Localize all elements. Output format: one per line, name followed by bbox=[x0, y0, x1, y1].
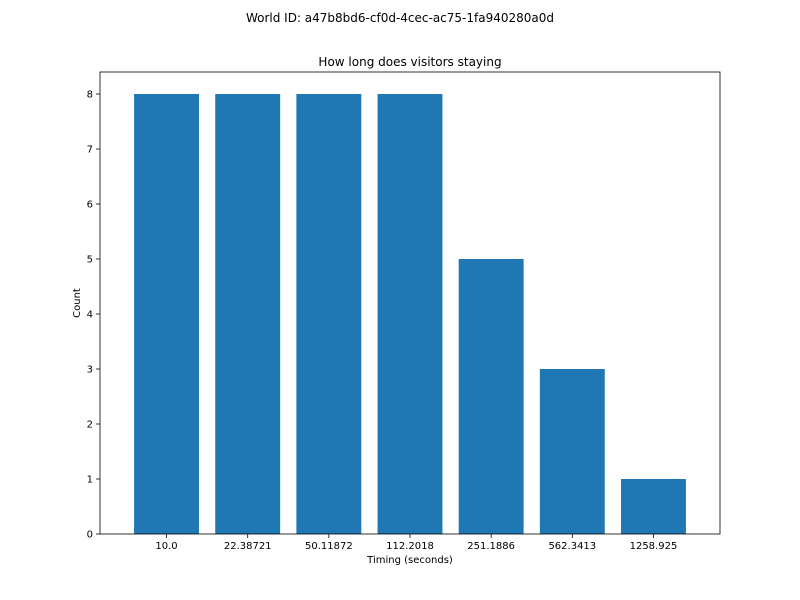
x-tick-label: 251.1886 bbox=[467, 541, 515, 552]
y-tick-label: 6 bbox=[87, 200, 93, 211]
x-tick-label: 562.3413 bbox=[548, 541, 596, 552]
y-tick-label: 2 bbox=[87, 420, 93, 431]
bar-562.3413 bbox=[539, 369, 605, 534]
bar-112.2018 bbox=[377, 94, 443, 534]
y-tick-label: 5 bbox=[87, 255, 93, 266]
y-tick-label: 1 bbox=[87, 475, 93, 486]
y-tick-label: 8 bbox=[87, 90, 93, 101]
y-axis-label: Count bbox=[72, 288, 83, 318]
plot-frame bbox=[99, 71, 721, 535]
figure-suptitle: World ID: a47b8bd6-cf0d-4cec-ac75-1fa940… bbox=[246, 11, 554, 25]
x-axis-label: Timing (seconds) bbox=[366, 555, 453, 566]
y-tick-label: 7 bbox=[87, 145, 93, 156]
x-tick-label: 50.11872 bbox=[305, 541, 353, 552]
x-tick-label: 10.0 bbox=[155, 541, 177, 552]
bar-1258.925 bbox=[620, 479, 686, 534]
bar-50.11872 bbox=[296, 94, 362, 534]
x-tick-label: 1258.925 bbox=[630, 541, 678, 552]
x-tick-label: 22.38721 bbox=[224, 541, 272, 552]
bar-251.1886 bbox=[458, 259, 524, 534]
bars-layer bbox=[134, 94, 686, 534]
bar-22.38721 bbox=[215, 94, 281, 534]
axis-layer: 10.0 22.38721 50.11872 112.2018 251.1886 562.… bbox=[87, 90, 678, 553]
y-tick-label: 3 bbox=[87, 365, 93, 376]
x-tick-label: 112.2018 bbox=[386, 541, 434, 552]
y-tick-label: 4 bbox=[87, 310, 93, 321]
bar-10.0 bbox=[134, 94, 200, 534]
y-tick-label: 0 bbox=[87, 530, 93, 541]
chart-title: How long does visitors staying bbox=[318, 55, 501, 69]
